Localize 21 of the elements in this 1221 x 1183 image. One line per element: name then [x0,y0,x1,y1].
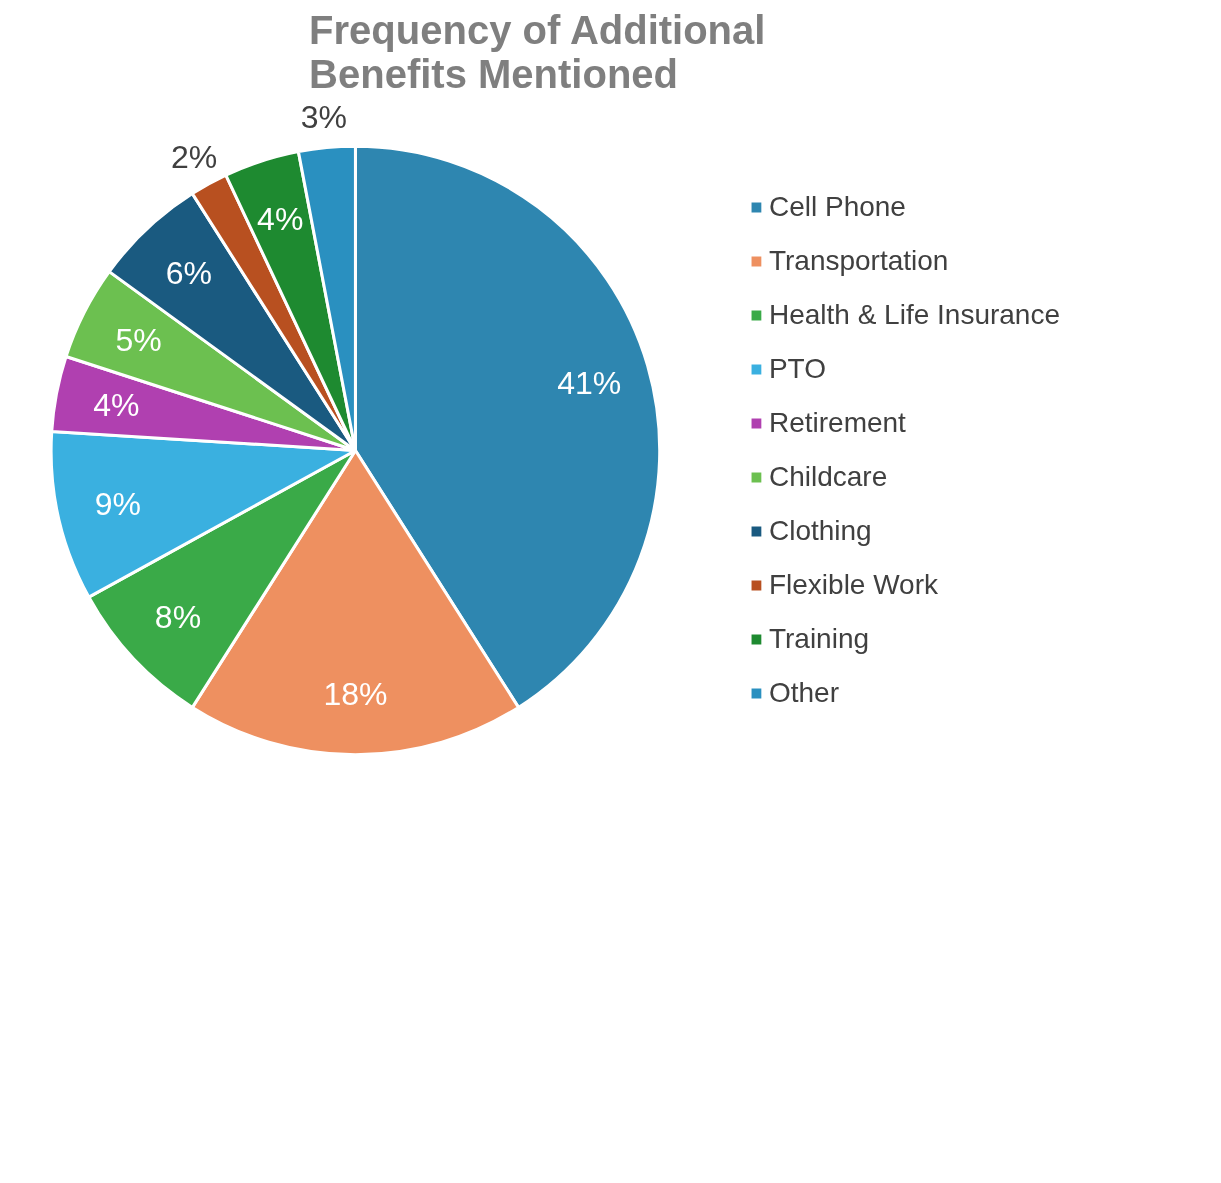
data-label: 18% [323,675,388,712]
legend-label: Health & Life Insurance [768,299,1060,331]
data-label: 3% [300,99,348,136]
data-label: 5% [115,321,162,358]
legend-label: Other [768,677,839,709]
data-label: 4% [257,200,304,237]
data-label: 41% [557,364,622,401]
legend-label: Flexible Work [768,569,939,601]
legend-label: Clothing [768,515,872,547]
legend-label: Cell Phone [768,191,906,223]
data-label: 8% [154,599,202,636]
legend-label: Retirement [768,407,906,439]
legend-label: Transportation [768,245,949,277]
data-label: 9% [94,485,141,522]
legend-label: PTO [768,353,826,385]
data-label: 6% [165,255,212,292]
data-label: 4% [93,386,140,423]
chart-title: Frequency of Additional Benefits Mentioned [309,7,766,96]
data-label: 2% [171,139,218,176]
legend-label: Training [768,623,870,655]
legend-label: Childcare [768,461,888,493]
